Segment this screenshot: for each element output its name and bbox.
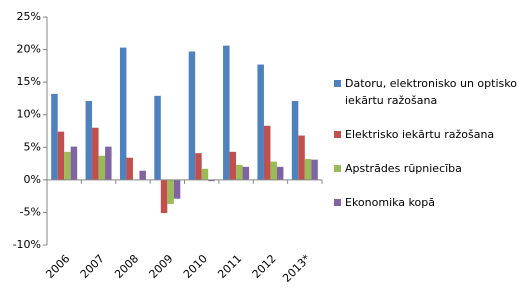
bar (85, 101, 93, 180)
bar (195, 153, 202, 180)
y-tick-label: -10% (13, 238, 41, 251)
x-tick-label: 2013* (280, 252, 313, 285)
bar (298, 135, 305, 180)
x-tick-label: 2009 (147, 252, 176, 281)
bar (105, 146, 112, 180)
bar (223, 45, 230, 180)
legend-label: Elektrisko iekārtu ražošana (345, 128, 495, 141)
x-tick-label: 2010 (181, 252, 210, 281)
bar (242, 166, 250, 180)
x-tick-label: 2011 (215, 252, 244, 281)
bar (70, 146, 78, 180)
bar (64, 151, 71, 180)
bar (263, 125, 271, 180)
x-tick-label: 2008 (112, 252, 141, 281)
bar (119, 47, 127, 180)
bar (311, 159, 318, 180)
legend-swatch (334, 199, 341, 206)
y-tick-label: 15% (17, 75, 41, 88)
x-tick-label: 2012 (250, 252, 279, 281)
legend-label: Datoru, elektronisko un optisko iekārtu … (345, 77, 517, 107)
bar (270, 161, 277, 180)
legend-item: Elektrisko iekārtu ražošana (334, 126, 524, 143)
legend: Datoru, elektronisko un optisko iekārtu … (334, 75, 524, 228)
bar (257, 64, 264, 180)
y-tick-label: 20% (17, 43, 41, 56)
bar (236, 164, 243, 180)
legend-label: Apstrādes rūpniecība (345, 162, 462, 175)
bar (154, 95, 161, 180)
bar (173, 179, 181, 199)
bar (304, 159, 312, 180)
bar (92, 127, 99, 180)
bar (57, 131, 65, 180)
bar (208, 179, 215, 182)
legend-swatch (334, 165, 341, 172)
bar (167, 179, 174, 204)
y-tick-label: -5% (20, 205, 41, 218)
legend-label: Ekonomika kopā (345, 196, 435, 209)
bar (139, 170, 146, 180)
bar (201, 168, 209, 180)
bar (160, 179, 168, 214)
legend-item: Apstrādes rūpniecība (334, 160, 524, 177)
bar (291, 101, 299, 180)
bar (188, 51, 196, 180)
bar (229, 151, 237, 180)
legend-swatch (334, 80, 341, 87)
x-tick-label: 2006 (43, 252, 72, 281)
y-tick-label: 25% (17, 10, 41, 23)
legend-swatch (334, 131, 341, 138)
y-tick-label: 5% (24, 140, 41, 153)
bar (276, 166, 284, 180)
y-tick-label: 0% (24, 173, 41, 186)
x-tick-label: 2007 (78, 252, 107, 281)
bar (126, 157, 133, 180)
y-tick-label: 10% (17, 108, 41, 121)
legend-item: Datoru, elektronisko un optisko iekārtu … (334, 75, 524, 109)
legend-item: Ekonomika kopā (334, 194, 524, 211)
bar (98, 155, 106, 180)
bar (51, 93, 58, 180)
